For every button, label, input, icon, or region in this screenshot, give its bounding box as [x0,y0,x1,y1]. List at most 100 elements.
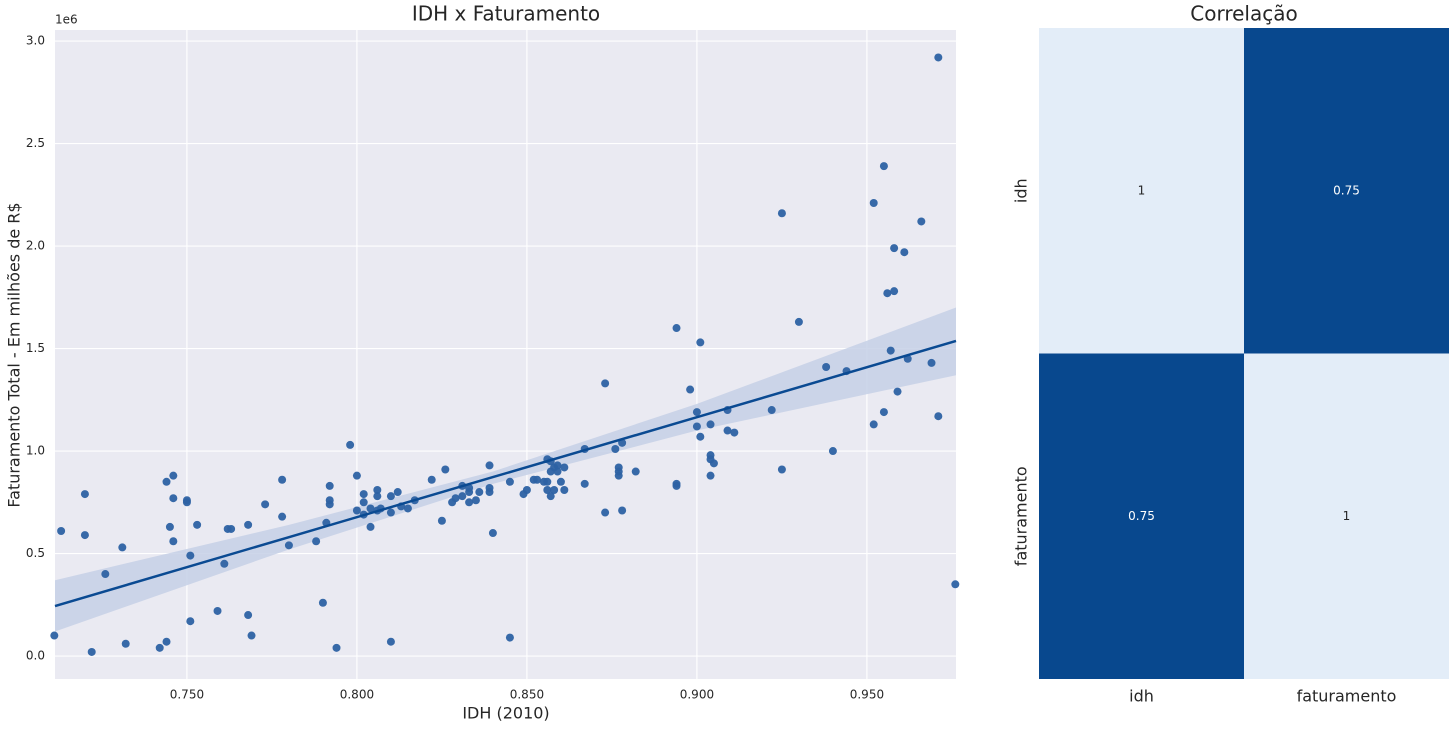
scatter-point [893,387,902,396]
scatter-point [560,485,569,494]
scatter-point [505,633,514,642]
scatter-point [560,463,569,472]
y-tick-label: faturamento [1012,466,1031,566]
heatmap-cell [1039,28,1244,354]
scatter-point [121,639,130,648]
scatter-point [611,445,620,454]
scatter-point [332,643,341,652]
y-tick-label: 2.0 [26,239,45,253]
scatter-point [162,477,171,486]
y-tick-label: 1.0 [26,444,45,458]
y-tick-label: 2.5 [26,136,45,150]
heatmap-cell [1244,28,1449,354]
scatter-point [927,358,936,367]
scatter-point [182,498,191,507]
scatter-point [80,490,89,499]
scatter-point [437,516,446,525]
scatter-point [278,512,287,521]
scatter-point [794,317,803,326]
scatter-point [692,408,701,417]
scatter-point [601,379,610,388]
scatter-point [352,506,361,515]
scatter-point [485,483,494,492]
scatter-point [244,611,253,620]
x-tick-label: 0.800 [340,688,374,702]
scatter-point [346,440,355,449]
heatmap-cell [1039,353,1244,679]
scatter-point [80,531,89,540]
y-tick-label: idh [1012,178,1031,203]
scatter-point [553,461,562,470]
scatter-point [155,643,164,652]
scatter-point [169,537,178,546]
cell-label: 1 [1138,183,1146,197]
y-tick-label: 0.5 [26,546,45,560]
scatter-point [709,459,718,468]
scatter-point [917,217,926,226]
scatter-point [869,199,878,208]
x-tick-label: 0.850 [510,688,544,702]
scatter-point [485,461,494,470]
chart-title: IDH x Faturamento [412,2,600,26]
scatter-point [777,465,786,474]
scatter-point [169,494,178,503]
scatter-point [359,498,368,507]
scatter-point [546,492,555,501]
scatter-point [934,53,943,62]
heatmap-cell [1244,353,1449,679]
scatter-point [247,631,256,640]
scatter-point [165,522,174,531]
scatter-point [614,471,623,480]
scatter-point [386,492,395,501]
scatter-point [386,637,395,646]
confidence-band [55,307,956,632]
scatter-point [543,477,552,486]
scatter-point [951,580,960,589]
scatter-point [505,477,514,486]
scatter-point [169,471,178,480]
x-tick-label: 0.750 [170,688,204,702]
scatter-point [186,551,195,560]
scatter-point [50,631,59,640]
x-tick-label: 0.950 [850,688,884,702]
scatter-point [193,520,202,529]
x-tick-label: faturamento [1297,687,1397,706]
scatter-point [886,346,895,355]
scatter-point [359,490,368,499]
scatter-point [458,492,467,501]
scatter-point [730,428,739,437]
scatter-point [900,248,909,257]
scatter-point [580,479,589,488]
scatter-point [87,647,96,656]
scatter-point [352,471,361,480]
scatter-point [890,287,899,296]
x-axis-label: IDH (2010) [462,704,549,723]
scatter-point [767,406,776,415]
scatter-point [706,471,715,480]
scatter-point [631,467,640,476]
marks [50,53,960,656]
scatter-point [879,162,888,171]
regression-line [54,339,957,608]
scatter-point [879,408,888,417]
scatter-point [706,420,715,429]
scatter-point [934,412,943,421]
scatter-point [366,504,375,513]
scatter-point [118,543,127,552]
scatter-point [723,426,732,435]
scatter-point [284,541,293,550]
scatter-point [393,488,402,497]
scatter-point [386,508,395,517]
scatter-point [465,498,474,507]
scatter-point [488,529,497,538]
scatter-point [533,475,542,484]
scatter-point [162,637,171,646]
scatter-point [556,477,565,486]
scatter-point [278,475,287,484]
scatter-point [441,465,450,474]
scatter-point [883,289,892,298]
y-axis-label: Faturamento Total - Em milhões de R$ [5,202,24,507]
scatter-point [471,496,480,505]
scatter-point [686,385,695,394]
grid [55,30,956,679]
